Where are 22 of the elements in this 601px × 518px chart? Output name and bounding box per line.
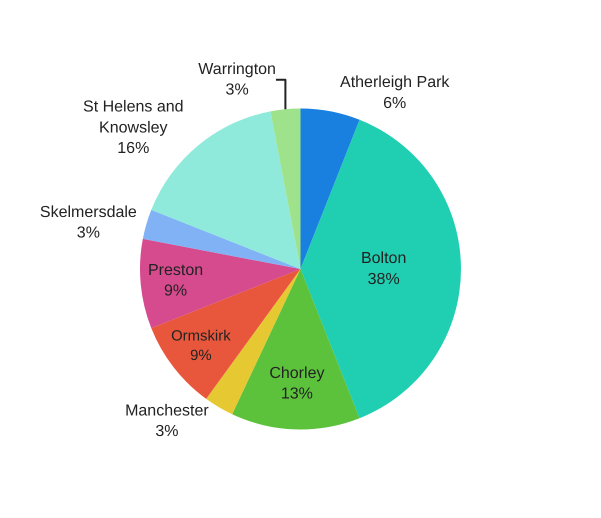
data-label: 38% [368,270,400,288]
data-label: 3% [226,82,249,99]
slice-label: Preston [148,262,204,279]
pie-slice [300,108,360,269]
slice-label: Manchester [125,402,210,420]
slice-label: Skelmersdale [40,204,137,221]
data-label: 9% [164,282,188,300]
data-label: 16% [117,140,150,158]
data-label: 6% [383,95,406,112]
pie-slice [232,269,360,430]
data-label: 3% [155,423,178,440]
slice-label: Atherleigh Park [340,74,450,92]
slice-label: Warrington [198,60,276,78]
slice-label: Ormskirk [171,328,232,344]
slice-label: St Helens and Knowsley [83,98,184,136]
slice-label: Bolton [360,250,406,268]
pie-slice [140,238,300,328]
data-label: 3% [76,224,100,242]
data-label: 9% [190,348,212,364]
slice-label: Chorley [269,364,324,382]
data-label: 13% [280,386,313,403]
pie-slice [270,108,300,269]
